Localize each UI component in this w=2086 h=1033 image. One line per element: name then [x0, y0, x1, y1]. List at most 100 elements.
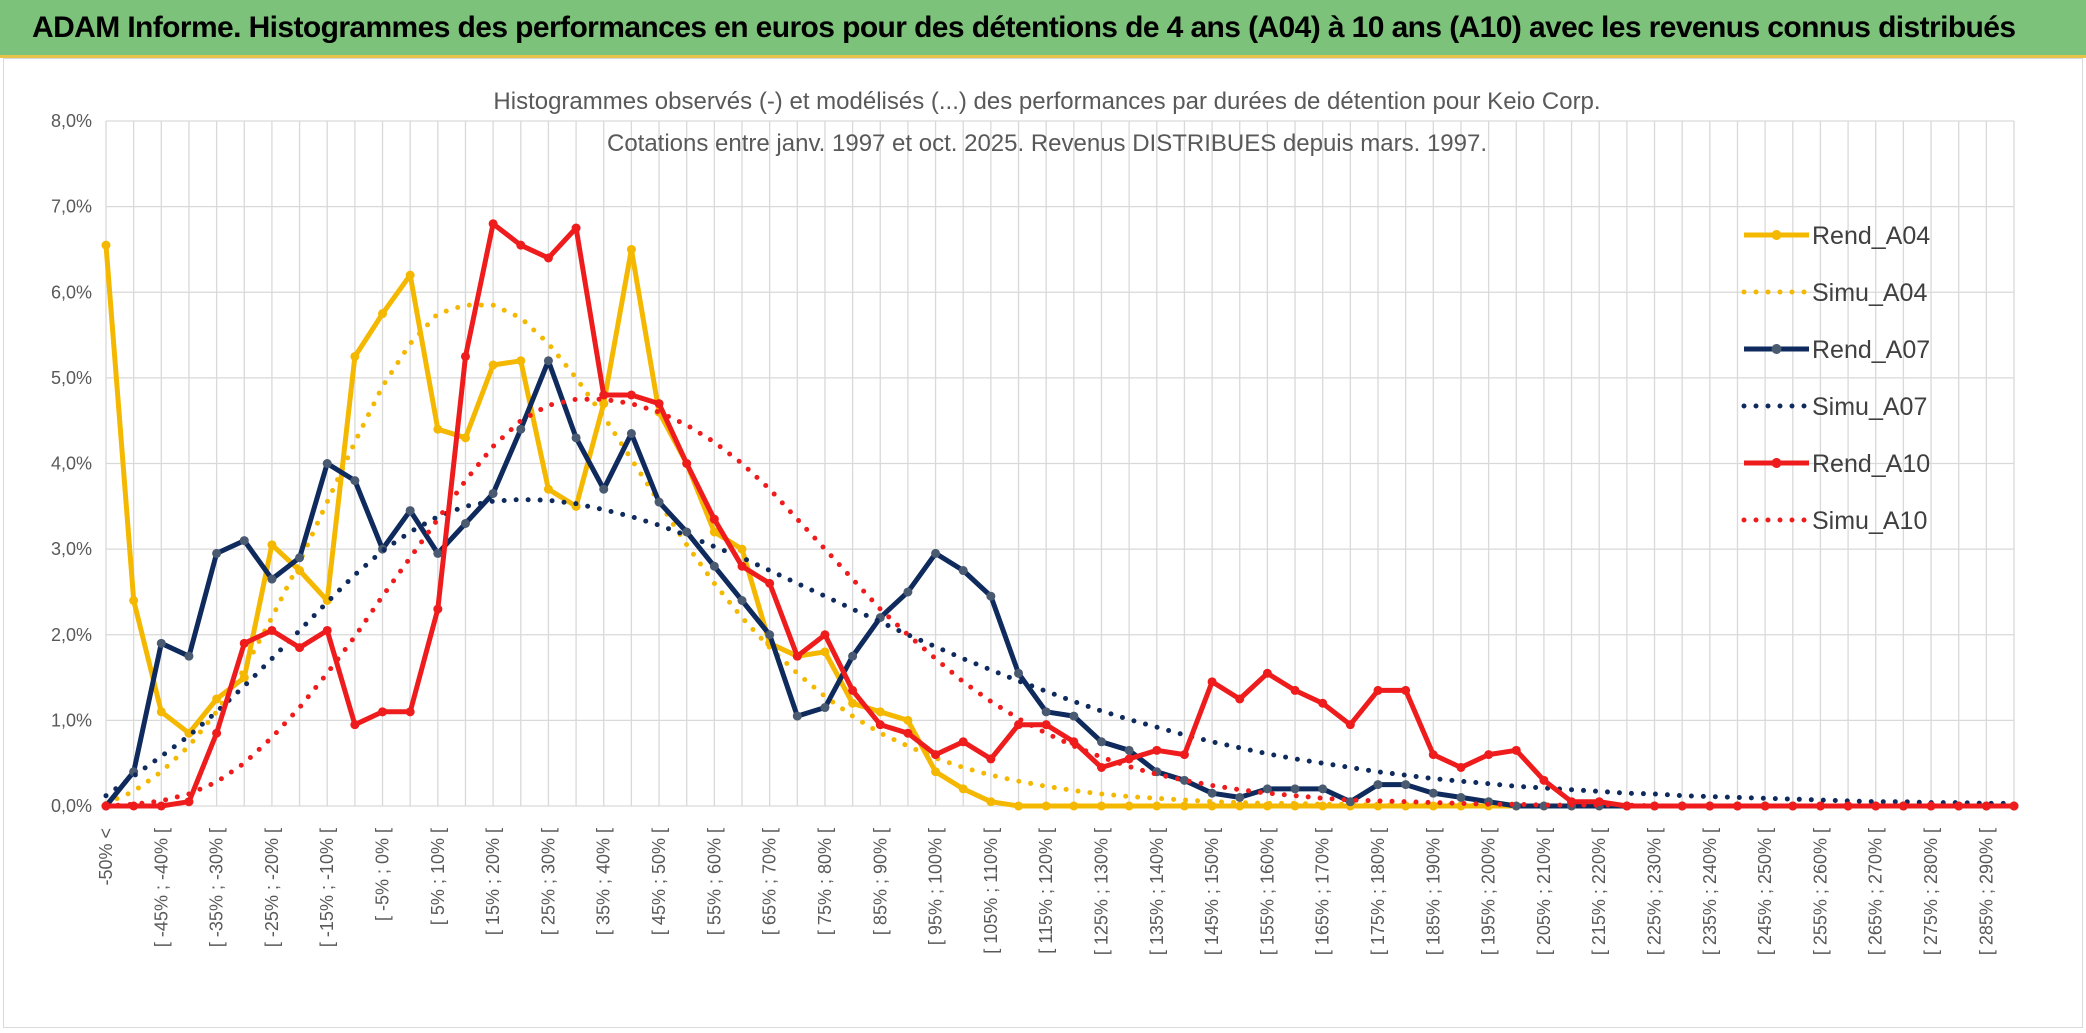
- x-tick-label: [ 265% ; 270% [: [1866, 828, 1886, 955]
- rend-a10-point: [709, 514, 719, 524]
- rend-a10-point: [184, 797, 194, 807]
- rend-a07-point: [654, 497, 664, 507]
- rend-a10-point: [1069, 737, 1079, 747]
- rend-a10-point: [737, 561, 747, 571]
- rend-a07-point: [488, 488, 498, 498]
- rend-a07-point: [599, 484, 609, 494]
- rend-a04-point: [405, 270, 415, 280]
- x-tick-label: [ -5% ; 0% [: [373, 828, 393, 921]
- x-tick-label: [ -45% ; -40% [: [151, 828, 171, 947]
- rend-a10-point: [654, 399, 664, 409]
- x-tick-label: [ 195% ; 200% [: [1479, 828, 1499, 955]
- rend-a04-point: [1014, 801, 1024, 811]
- x-tick-label: [ 85% ; 90% [: [870, 828, 890, 935]
- y-tick-label: 1,0%: [51, 710, 92, 730]
- legend-label-rend-a07: Rend_A07: [1812, 336, 1930, 364]
- rend-a10-point: [571, 223, 581, 233]
- rend-a04-point: [516, 356, 526, 366]
- rend-a04-point: [433, 424, 443, 434]
- x-tick-label: [ 205% ; 210% [: [1534, 828, 1554, 955]
- rend-a04-point: [1152, 801, 1162, 811]
- y-tick-label: 8,0%: [51, 111, 92, 131]
- chart-subtitle: Cotations entre janv. 1997 et oct. 2025.…: [607, 130, 1487, 157]
- legend-label-simu-a07: Simu_A07: [1812, 393, 1927, 421]
- rend-a04-point: [378, 309, 388, 319]
- legend-marker-rend-a10: [1771, 458, 1782, 468]
- rend-a10-point: [516, 240, 526, 250]
- rend-a04-point: [543, 484, 553, 494]
- rend-a07-point: [709, 561, 719, 571]
- legend-marker-rend-a07: [1771, 344, 1782, 354]
- y-tick-label: 2,0%: [51, 625, 92, 645]
- rend-a10-point: [792, 651, 802, 661]
- rend-a10-point: [682, 459, 692, 468]
- rend-a10-point: [460, 351, 470, 361]
- rend-a10-point: [1179, 750, 1189, 760]
- rend-a07-point: [931, 548, 941, 558]
- x-tick-label: [ 35% ; 40% [: [594, 828, 614, 935]
- rend-a07-point: [1235, 792, 1245, 802]
- x-tick-label: [ 145% ; 150% [: [1202, 828, 1222, 955]
- rend-a07-line: [104, 358, 2014, 809]
- x-tick-label: [ 285% ; 290% [: [1976, 828, 1996, 955]
- x-tick-label: [ 65% ; 70% [: [760, 828, 780, 935]
- y-tick-label: 7,0%: [51, 197, 92, 217]
- rend-a04-point: [626, 244, 636, 254]
- chart-title: Histogrammes observés (-) et modélisés (…: [493, 88, 1600, 115]
- x-axis: -50% < [ -45% ; -40% [[ -35% ; -30% [[ -2…: [96, 828, 1996, 955]
- rend-a10-point: [1981, 801, 1991, 811]
- rend-a10-point: [986, 754, 996, 764]
- x-tick-label: [ 55% ; 60% [: [704, 828, 724, 935]
- rend-a07-point: [516, 424, 526, 434]
- rend-a10-point: [239, 638, 249, 648]
- rend-a10-point: [765, 578, 775, 588]
- rend-a10-point: [1539, 775, 1549, 785]
- rend-a07-point: [820, 703, 830, 713]
- rend-a07-point: [1014, 668, 1024, 678]
- x-tick-label: [ 235% ; 240% [: [1700, 828, 1720, 955]
- chart-series: [101, 219, 2019, 811]
- rend-a10-point: [1345, 720, 1355, 730]
- rend-a10-point: [433, 604, 443, 614]
- rend-a07-point: [433, 548, 443, 558]
- rend-a10-point: [1456, 762, 1466, 772]
- rend-a10-point: [1152, 745, 1162, 755]
- rend-a07-point: [1456, 792, 1466, 802]
- rend-a10-point: [212, 728, 222, 738]
- rend-a07-point: [1290, 784, 1300, 794]
- rend-a04-point: [1124, 801, 1134, 811]
- rend-a04-point: [212, 694, 222, 704]
- rend-a10-point: [848, 685, 858, 695]
- rend-a10-point: [1788, 801, 1798, 811]
- rend-a10-point: [599, 390, 609, 400]
- rend-a10-point: [322, 625, 332, 635]
- rend-a07-point: [1428, 788, 1438, 798]
- x-tick-label: [ -25% ; -20% [: [262, 828, 282, 947]
- legend-label-simu-a10: Simu_A10: [1812, 507, 1927, 535]
- legend-label-rend-a10: Rend_A10: [1812, 450, 1930, 478]
- rend-a04-point: [1096, 801, 1106, 811]
- rend-a10-point: [820, 630, 830, 640]
- x-tick-label: [ 75% ; 80% [: [815, 828, 835, 935]
- simu-a10-line: [103, 396, 2017, 809]
- rend-a10-point: [1041, 720, 1051, 730]
- rend-a07-point: [571, 433, 581, 443]
- rend-a07-point: [543, 356, 553, 366]
- rend-a10-point: [1705, 801, 1715, 811]
- rend-a04-point: [129, 596, 139, 605]
- rend-a07-point: [350, 476, 360, 486]
- rend-a10-point: [931, 750, 941, 760]
- rend-a10-point: [1871, 801, 1881, 811]
- rend-a07-point: [1207, 788, 1217, 798]
- rend-a07-point: [322, 459, 332, 468]
- rend-a07-point: [737, 596, 747, 605]
- y-tick-label: 3,0%: [51, 539, 92, 559]
- rend-a04-point: [1318, 801, 1328, 811]
- x-tick-label: [ -15% ; -10% [: [317, 828, 337, 947]
- rend-a04-point: [709, 527, 719, 537]
- rend-a10-point: [1290, 685, 1300, 695]
- x-tick-label: [ 115% ; 120% [: [1036, 828, 1056, 954]
- rend-a07-point: [682, 527, 692, 537]
- histogram-chart: 0,0% 1,0% 2,0% 3,0% 4,0% 5,0% 6,0% 7,0% 8,0% -50…: [51, 88, 2019, 955]
- rend-a10-point: [1207, 677, 1217, 687]
